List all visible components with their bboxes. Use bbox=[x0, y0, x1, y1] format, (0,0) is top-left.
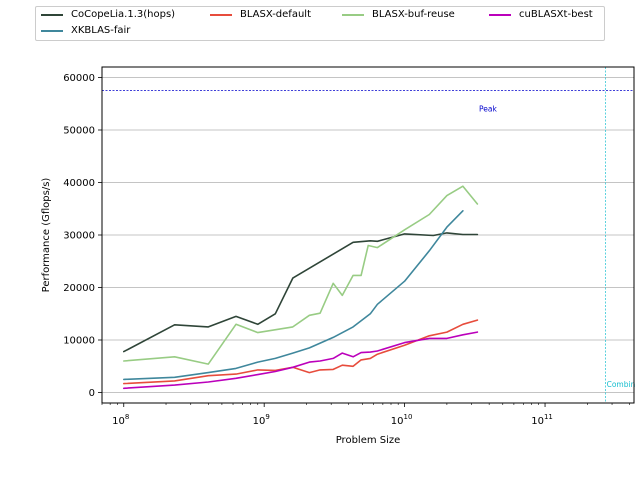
y-tick-label: 60000 bbox=[63, 73, 95, 84]
chart-legend: CoCopeLia.1.3(hops) BLASX-default BLASX-… bbox=[35, 6, 605, 41]
series-line-cublasxt-best bbox=[123, 331, 479, 390]
legend-swatch-blasx-buf-reuse bbox=[342, 14, 364, 16]
y-tick-label: 50000 bbox=[63, 126, 95, 137]
series-line-xkblas-fair bbox=[123, 210, 464, 381]
series-line-blasx-default bbox=[123, 319, 479, 385]
y-tick-label: 10000 bbox=[63, 336, 95, 347]
legend-label-cocopelia: CoCopeLia.1.3(hops) bbox=[71, 9, 176, 20]
legend-swatch-blasx-default bbox=[210, 14, 232, 16]
x-tick-label: 108 bbox=[112, 413, 129, 427]
x-tick-exponent: 8 bbox=[125, 413, 129, 421]
x-axis-label: Problem Size bbox=[336, 435, 401, 446]
reference-lines: Peak Combin bbox=[102, 67, 636, 403]
legend-swatch-cublasxt-best bbox=[489, 14, 511, 16]
x-tick-exponent: 9 bbox=[265, 413, 269, 421]
x-tick-label: 1010 bbox=[391, 413, 413, 427]
combined-reference-label: Combin bbox=[607, 380, 636, 389]
peak-reference-label: Peak bbox=[479, 105, 497, 114]
y-tick-label: 30000 bbox=[63, 231, 95, 242]
x-tick-label: 109 bbox=[253, 413, 270, 427]
series-lines bbox=[123, 185, 479, 390]
x-tick-label: 1011 bbox=[531, 413, 553, 427]
legend-label-blasx-buf-reuse: BLASX-buf-reuse bbox=[372, 9, 455, 20]
legend-swatch-cocopelia bbox=[41, 14, 63, 16]
legend-label-blasx-default: BLASX-default bbox=[240, 9, 311, 20]
series-line-blasx-buf-reuse bbox=[123, 185, 479, 365]
x-tick-exponent: 11 bbox=[544, 413, 553, 421]
y-tick-label: 0 bbox=[89, 388, 95, 399]
legend-swatch-xkblas-fair bbox=[41, 30, 63, 32]
y-axis-label: Performance (Gflops/s) bbox=[41, 178, 52, 293]
legend-label-cublasxt-best: cuBLASXt-best bbox=[519, 9, 593, 20]
y-tick-label: 20000 bbox=[63, 283, 95, 294]
grid-lines bbox=[102, 77, 634, 393]
y-tick-label: 40000 bbox=[63, 178, 95, 189]
legend-label-xkblas-fair: XKBLAS-fair bbox=[71, 25, 131, 36]
x-tick-exponent: 10 bbox=[404, 413, 413, 421]
